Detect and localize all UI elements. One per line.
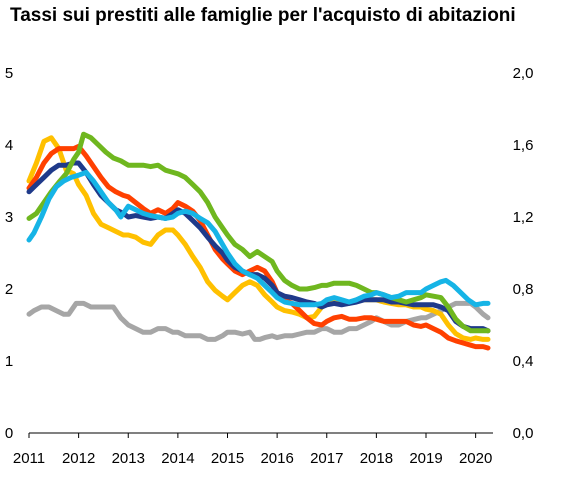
y-left-tick-label: 3 [5,209,13,226]
series-line-6 [26,300,491,342]
x-tick-label: 2011 [13,450,45,467]
y-left-tick-label: 1 [5,353,13,370]
x-tick-label: 2012 [62,450,95,467]
chart-title: Tassi sui prestiti alle famiglie per l'a… [10,5,516,26]
y-left-tick-label: 2 [5,281,13,298]
x-tick-label: 2014 [161,450,194,467]
chart-axes [28,432,493,438]
y-left-tick-label: 4 [5,137,13,154]
chart-tick-labels: 2011 2012 2013 2014 2015 2016 2017 2018 2019 2020… [5,65,534,467]
series-line-2 [26,143,491,351]
y-right-tick-label: 2,0 [513,65,534,82]
x-tick-label: 2018 [360,450,393,467]
y-right-tick-label: 0,0 [513,425,534,442]
y-right-tick-label: 1,6 [513,137,534,154]
chart-series [26,131,491,351]
y-left-tick-label: 5 [5,65,13,82]
y-right-tick-label: 0,4 [513,353,534,370]
y-left-tick-label: 0 [5,425,13,442]
x-tick-label: 2017 [310,450,343,467]
x-tick-label: 2016 [260,450,293,467]
x-tick-label: 2020 [459,450,492,467]
y-right-tick-label: 0,8 [513,281,534,298]
x-tick-label: 2015 [211,450,244,467]
series-line-5 [26,169,491,308]
y-right-tick-label: 1,2 [513,209,534,226]
x-tick-label: 2019 [409,450,442,467]
series-line-4 [26,131,491,334]
x-tick-label: 2013 [112,450,145,467]
